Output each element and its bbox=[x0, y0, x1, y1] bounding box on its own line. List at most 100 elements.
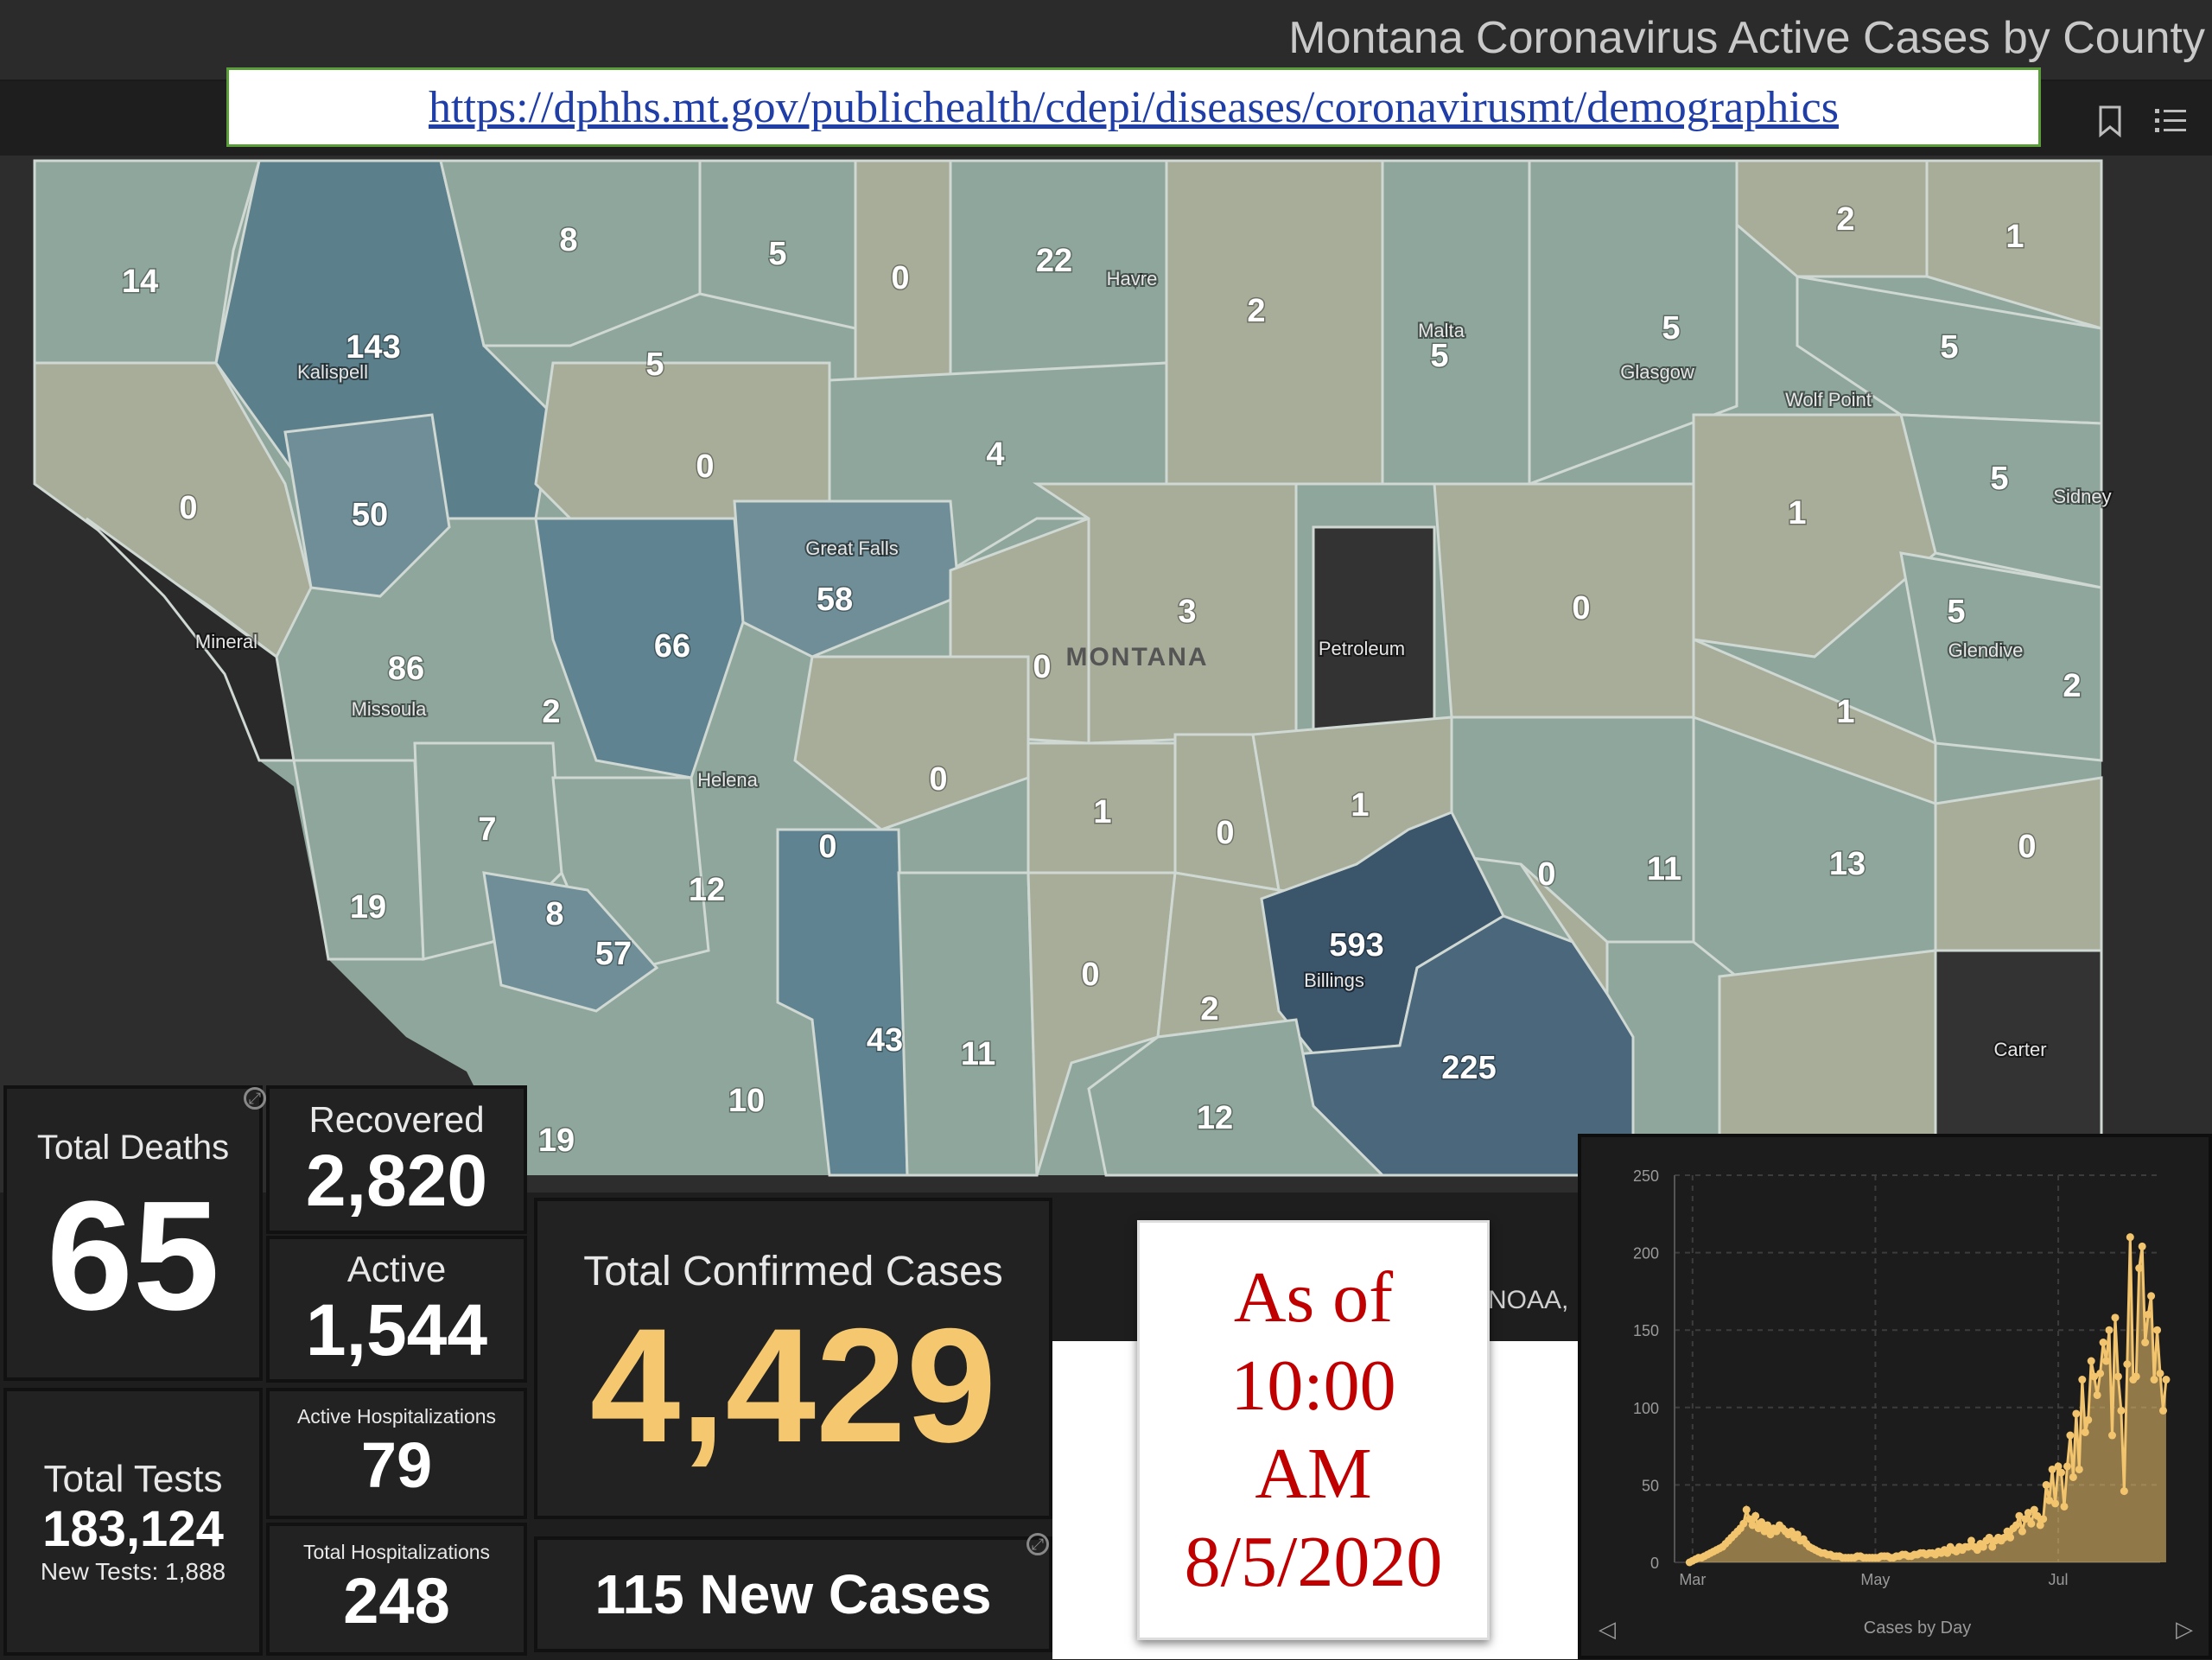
city-label: Wolf Point bbox=[1785, 389, 1872, 410]
active-hosp-value: 79 bbox=[360, 1428, 433, 1501]
data-point bbox=[2132, 1372, 2140, 1381]
total-deaths-label: Total Deaths bbox=[36, 1128, 230, 1167]
city-label: Havre bbox=[1107, 268, 1158, 289]
data-point bbox=[1760, 1527, 1769, 1536]
county-count: 12 bbox=[1197, 1100, 1233, 1136]
data-point bbox=[1967, 1536, 1975, 1545]
data-point bbox=[2036, 1521, 2044, 1530]
county-count: 0 bbox=[696, 448, 714, 485]
source-url-link[interactable]: https://dphhs.mt.gov/publichealth/cdepi/… bbox=[429, 82, 1839, 132]
county-count: 10 bbox=[728, 1083, 765, 1119]
data-point bbox=[1787, 1527, 1796, 1536]
data-point bbox=[2096, 1369, 2105, 1377]
bookmark-icon[interactable] bbox=[2086, 97, 2134, 145]
data-point bbox=[1943, 1549, 1952, 1557]
expand-icon[interactable]: ⤢ bbox=[244, 1087, 266, 1110]
county-count: 0 bbox=[891, 260, 909, 296]
data-point bbox=[1964, 1542, 1973, 1551]
data-point bbox=[2057, 1468, 2066, 1477]
new-cases-card: 115 New Cases bbox=[534, 1536, 1052, 1652]
data-point bbox=[1772, 1527, 1781, 1536]
county-count: 5 bbox=[768, 236, 786, 272]
data-point bbox=[2117, 1406, 2126, 1415]
county-map[interactable]: Kalispell Havre Malta Glasgow Wolf Point… bbox=[0, 156, 2212, 1193]
data-point bbox=[1748, 1521, 1757, 1530]
list-icon[interactable] bbox=[2146, 97, 2195, 145]
county-count: 5 bbox=[1940, 329, 1958, 366]
data-point bbox=[2078, 1376, 2087, 1384]
recovered-card: Recovered 2,820 bbox=[266, 1085, 527, 1234]
cases-by-day-chart[interactable]: 0 50 100 150 200 250 Mar May Jul Cases by Day ◁ ▷ bbox=[1581, 1137, 2209, 1656]
data-point bbox=[2045, 1496, 2054, 1504]
as-of-line-4: 8/5/2020 bbox=[1184, 1522, 1443, 1602]
county-count: 0 bbox=[2018, 829, 2036, 865]
data-point bbox=[1973, 1546, 1981, 1555]
data-point bbox=[2018, 1527, 2026, 1536]
total-deaths-value: 65 bbox=[46, 1168, 220, 1343]
x-tick-label: Jul bbox=[2049, 1571, 2069, 1588]
city-label: Helena bbox=[697, 769, 758, 791]
county-count: 4 bbox=[986, 436, 1004, 473]
city-label: Glasgow bbox=[1620, 361, 1694, 383]
county-count: 1 bbox=[1836, 694, 1854, 730]
data-point bbox=[2006, 1533, 2015, 1542]
city-label: Billings bbox=[1304, 970, 1364, 991]
data-point bbox=[2158, 1406, 2167, 1415]
x-axis-label: Cases by Day bbox=[1864, 1619, 1972, 1638]
data-point bbox=[2090, 1372, 2099, 1381]
data-point bbox=[2072, 1409, 2081, 1418]
y-tick-label: 100 bbox=[1633, 1400, 1659, 1417]
data-point bbox=[2150, 1376, 2158, 1384]
total-hosp-label: Total Hospitalizations bbox=[302, 1540, 491, 1563]
county-count: 0 bbox=[1033, 649, 1051, 685]
county-count: 143 bbox=[346, 329, 400, 366]
data-point bbox=[2111, 1313, 2120, 1322]
data-point bbox=[1793, 1530, 1802, 1539]
total-hosp-value: 248 bbox=[343, 1564, 450, 1637]
data-point bbox=[2135, 1264, 2144, 1273]
county-count: 0 bbox=[929, 761, 947, 798]
city-label: Missoula bbox=[352, 698, 428, 720]
county-count: 2 bbox=[542, 694, 560, 730]
active-label: Active bbox=[346, 1249, 447, 1289]
county-count: 5 bbox=[1990, 461, 2008, 497]
city-label: Petroleum bbox=[1319, 638, 1405, 659]
map-attribution: NOAA, bbox=[1488, 1286, 1569, 1314]
county-count: 2 bbox=[1200, 991, 1218, 1027]
data-point bbox=[2144, 1310, 2152, 1319]
as-of-line-1: As of bbox=[1233, 1257, 1394, 1338]
data-point bbox=[2075, 1465, 2083, 1473]
data-point bbox=[2060, 1502, 2069, 1511]
y-tick-label: 200 bbox=[1633, 1245, 1659, 1262]
county-count: 19 bbox=[350, 889, 386, 925]
data-point bbox=[2099, 1339, 2107, 1347]
data-point bbox=[2087, 1357, 2095, 1365]
data-point bbox=[1742, 1505, 1751, 1514]
data-point bbox=[2153, 1326, 2162, 1334]
data-point bbox=[2102, 1357, 2111, 1365]
expand-icon[interactable]: ⤢ bbox=[1027, 1533, 1049, 1555]
county-count: 22 bbox=[1036, 243, 1072, 279]
county-count: 2 bbox=[1247, 293, 1265, 329]
as-of-line-3: AM bbox=[1255, 1434, 1372, 1514]
total-tests-value: 183,124 bbox=[42, 1501, 224, 1557]
data-point bbox=[1764, 1521, 1772, 1530]
city-label: Carter bbox=[1993, 1039, 2046, 1060]
county-count: 86 bbox=[388, 651, 424, 687]
new-tests-value: New Tests: 1,888 bbox=[40, 1558, 226, 1585]
data-point bbox=[2105, 1326, 2113, 1334]
data-point bbox=[1979, 1542, 1987, 1551]
county-count: 225 bbox=[1441, 1050, 1496, 1086]
recovered-value: 2,820 bbox=[305, 1140, 488, 1221]
chart-next-icon[interactable]: ▷ bbox=[2176, 1617, 2193, 1643]
data-point bbox=[2027, 1519, 2036, 1528]
chart-prev-icon[interactable]: ◁ bbox=[1599, 1617, 1616, 1643]
data-point bbox=[2093, 1390, 2101, 1399]
data-point bbox=[2162, 1376, 2171, 1384]
data-point bbox=[2042, 1480, 2050, 1489]
city-label: Mineral bbox=[195, 631, 257, 652]
data-point bbox=[1745, 1515, 1754, 1523]
county-count: 0 bbox=[818, 829, 836, 865]
city-label: Great Falls bbox=[805, 537, 899, 559]
county-count: 0 bbox=[1572, 590, 1590, 626]
